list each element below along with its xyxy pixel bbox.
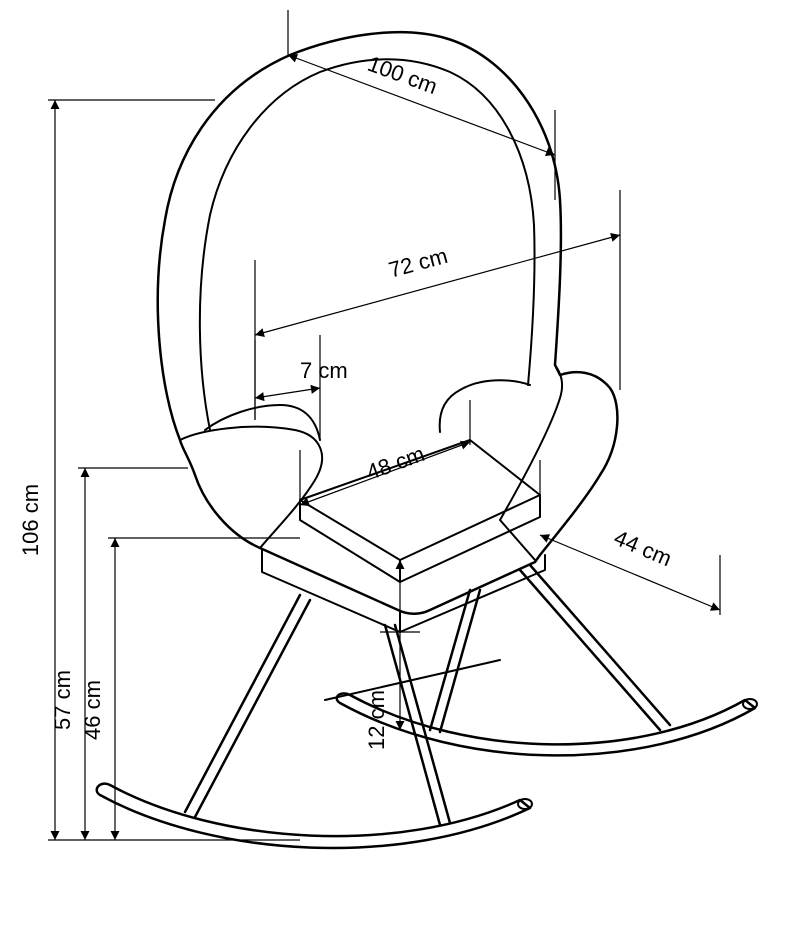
dim-armrest-depth: 72 cm	[386, 243, 450, 283]
dim-armrest-height: 57 cm	[50, 670, 75, 730]
chair-base	[97, 565, 757, 848]
dim-armrest-width: 7 cm	[300, 358, 348, 383]
dim-total-height: 106 cm	[18, 484, 43, 556]
dim-seat-height: 46 cm	[80, 680, 105, 740]
dim-back-depth: 100 cm	[364, 51, 440, 99]
dimensions: 106 cm 57 cm 46 cm 12 cm 100 cm 72 cm 7 …	[18, 10, 720, 840]
dim-seat-depth: 44 cm	[610, 525, 675, 571]
dim-cushion-height: 12 cm	[364, 690, 389, 750]
dim-seat-width: 48 cm	[363, 441, 428, 485]
chair-outline	[158, 32, 618, 632]
chair-dimension-diagram: 106 cm 57 cm 46 cm 12 cm 100 cm 72 cm 7 …	[0, 0, 790, 934]
